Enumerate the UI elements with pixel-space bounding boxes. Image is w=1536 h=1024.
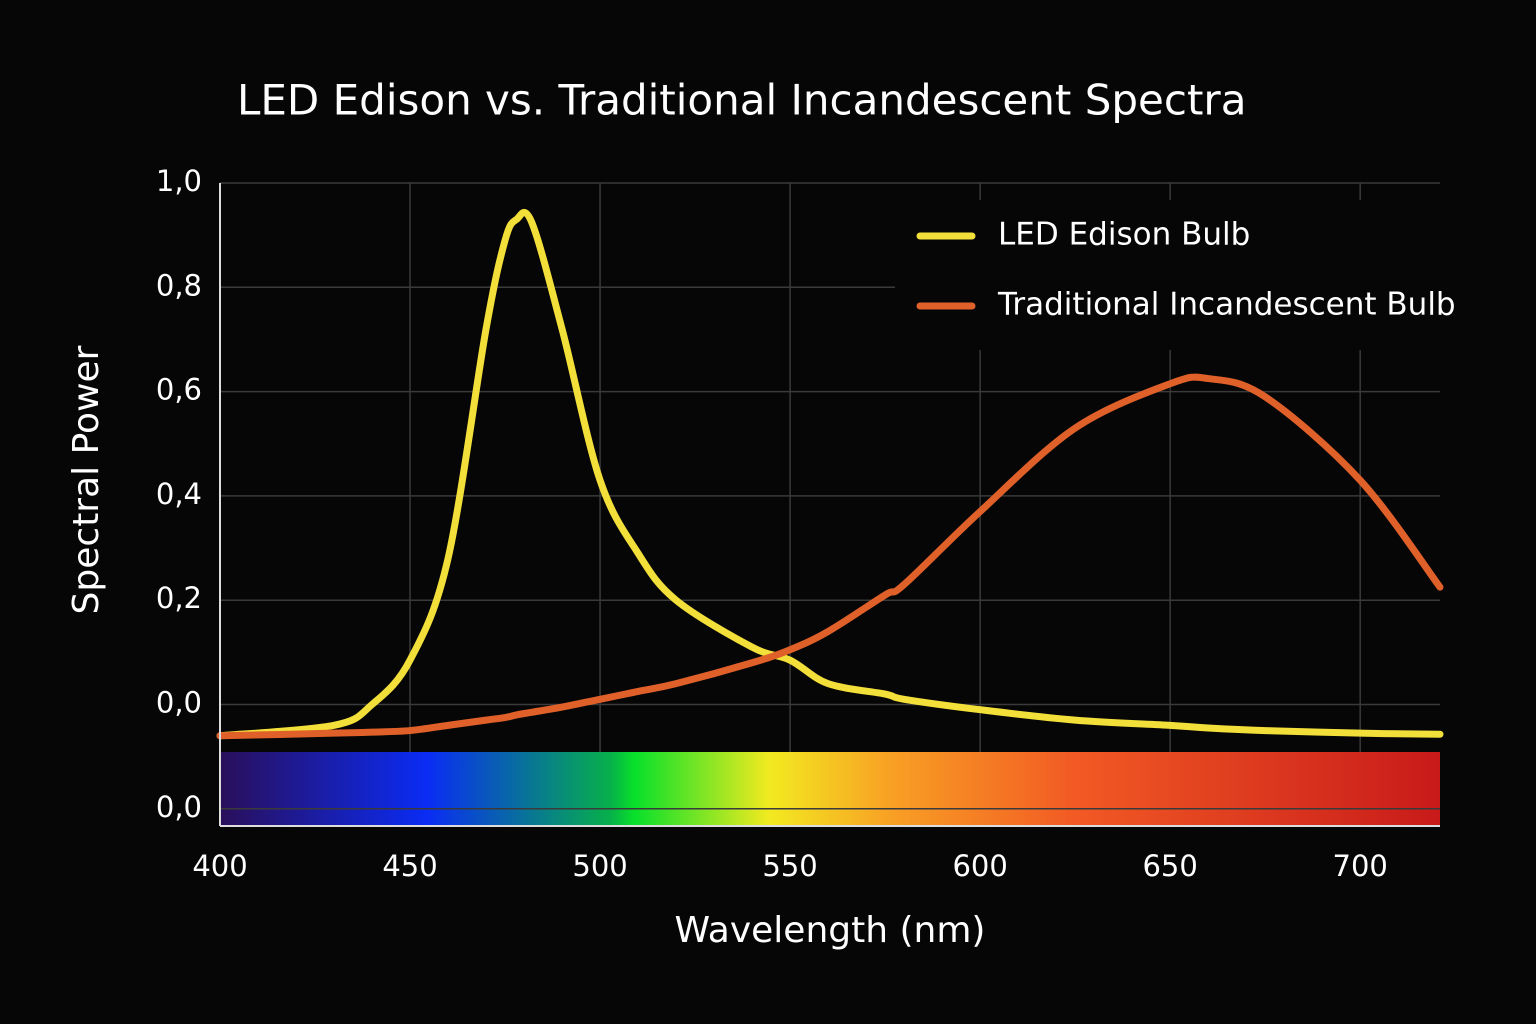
x-tick-label: 400 <box>192 849 247 883</box>
x-tick-label: 650 <box>1142 849 1197 883</box>
y-tick-label: 0,8 <box>156 268 202 302</box>
spectrum-band <box>220 752 1440 826</box>
lines <box>216 208 1444 740</box>
x-tick-label: 500 <box>572 849 627 883</box>
legend-box <box>895 200 1455 350</box>
legend-label: LED Edison Bulb <box>998 217 1250 253</box>
series-line <box>216 373 1444 740</box>
legend: LED Edison Bulb Traditional Incandescent … <box>916 217 1456 323</box>
y-tick-label: 0,6 <box>156 373 202 407</box>
y-tick-label: 0,4 <box>156 477 202 511</box>
x-axis-title: Wavelength (nm) <box>675 910 986 951</box>
x-tick-label: 550 <box>762 849 817 883</box>
x-tick-label: 600 <box>952 849 1007 883</box>
y-tick-label: 0,0 <box>156 685 202 719</box>
y-axis-title: Spectral Power <box>66 345 107 614</box>
y-tick-label: 0,2 <box>156 581 202 615</box>
legend-label: Traditional Incandescent Bulb <box>997 287 1456 323</box>
series-line <box>216 208 1444 740</box>
y-tick-label: 1,0 <box>156 164 202 198</box>
x-tick-label: 450 <box>382 849 437 883</box>
y-tick-label: 0,0 <box>156 790 202 824</box>
chart-title: LED Edison vs. Traditional Incandescent … <box>237 76 1246 125</box>
x-tick-label: 700 <box>1333 849 1388 883</box>
